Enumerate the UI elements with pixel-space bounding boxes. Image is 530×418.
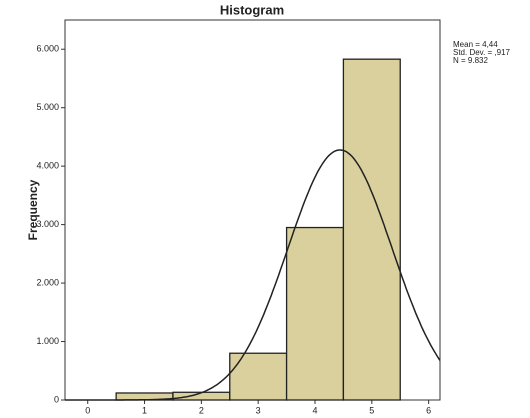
- stats-label: N = 9.832: [453, 56, 488, 65]
- y-tick-label: 0: [54, 394, 59, 404]
- x-tick-label: 6: [426, 405, 431, 415]
- bar: [285, 226, 345, 401]
- stats-label: Mean = 4,44: [453, 40, 498, 49]
- x-tick-label: 4: [312, 405, 317, 415]
- x-tick-label: 0: [85, 405, 90, 415]
- x-tick-label: 3: [256, 405, 261, 415]
- y-tick-label: 3.000: [36, 219, 59, 229]
- bar: [342, 58, 401, 401]
- x-tick-label: 5: [369, 405, 374, 415]
- chart-title: Histogram: [220, 2, 284, 17]
- y-tick-label: 4.000: [36, 161, 59, 171]
- y-tick-label: 2.000: [36, 277, 59, 287]
- x-tick-label: 1: [142, 405, 147, 415]
- x-tick-label: 2: [199, 405, 204, 415]
- bar: [229, 352, 288, 401]
- y-tick-label: 1.000: [36, 336, 59, 346]
- normal-curve: [65, 149, 441, 401]
- y-axis-label: Frequency: [26, 179, 40, 240]
- y-tick-label: 6.000: [36, 44, 59, 54]
- stats-label: Std. Dev. = ,917: [453, 48, 511, 57]
- y-tick-label: 5.000: [36, 102, 59, 112]
